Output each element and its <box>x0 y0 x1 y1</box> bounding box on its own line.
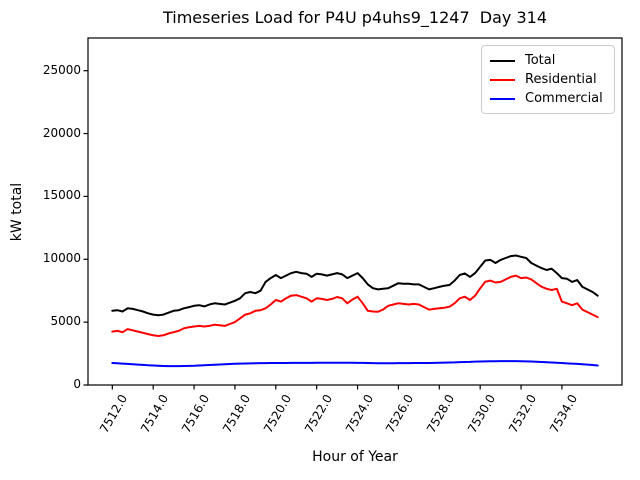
legend-label: Total <box>525 53 556 68</box>
y-axis-label: kW total <box>9 182 25 242</box>
legend-label: Residential <box>525 72 597 87</box>
legend-entry-commercial: Commercial <box>490 89 606 108</box>
y-tick-label: 0 <box>73 377 81 391</box>
legend-label: Commercial <box>525 91 603 106</box>
legend-line-swatch <box>490 97 515 100</box>
series-line-total <box>111 254 599 317</box>
legend-entry-residential: Residential <box>490 70 606 89</box>
legend-line-swatch <box>490 59 515 62</box>
legend-entry-total: Total <box>490 51 606 70</box>
y-tick-label: 20000 <box>42 125 81 140</box>
series-line-commercial <box>111 360 599 368</box>
y-tick-label: 15000 <box>42 188 81 203</box>
legend-line-swatch <box>490 78 515 81</box>
y-tick-label: 25000 <box>42 62 81 77</box>
y-tick-label: 5000 <box>50 314 81 329</box>
y-tick-label: 10000 <box>42 251 81 266</box>
series-line-residential <box>111 274 599 337</box>
axes-frame <box>87 37 623 386</box>
legend-box: Total Residential Commercial <box>481 45 615 114</box>
x-axis-label: Hour of Year <box>312 449 398 465</box>
chart-title: Timeseries Load for P4U p4uhs9_1247 Day … <box>162 8 548 27</box>
